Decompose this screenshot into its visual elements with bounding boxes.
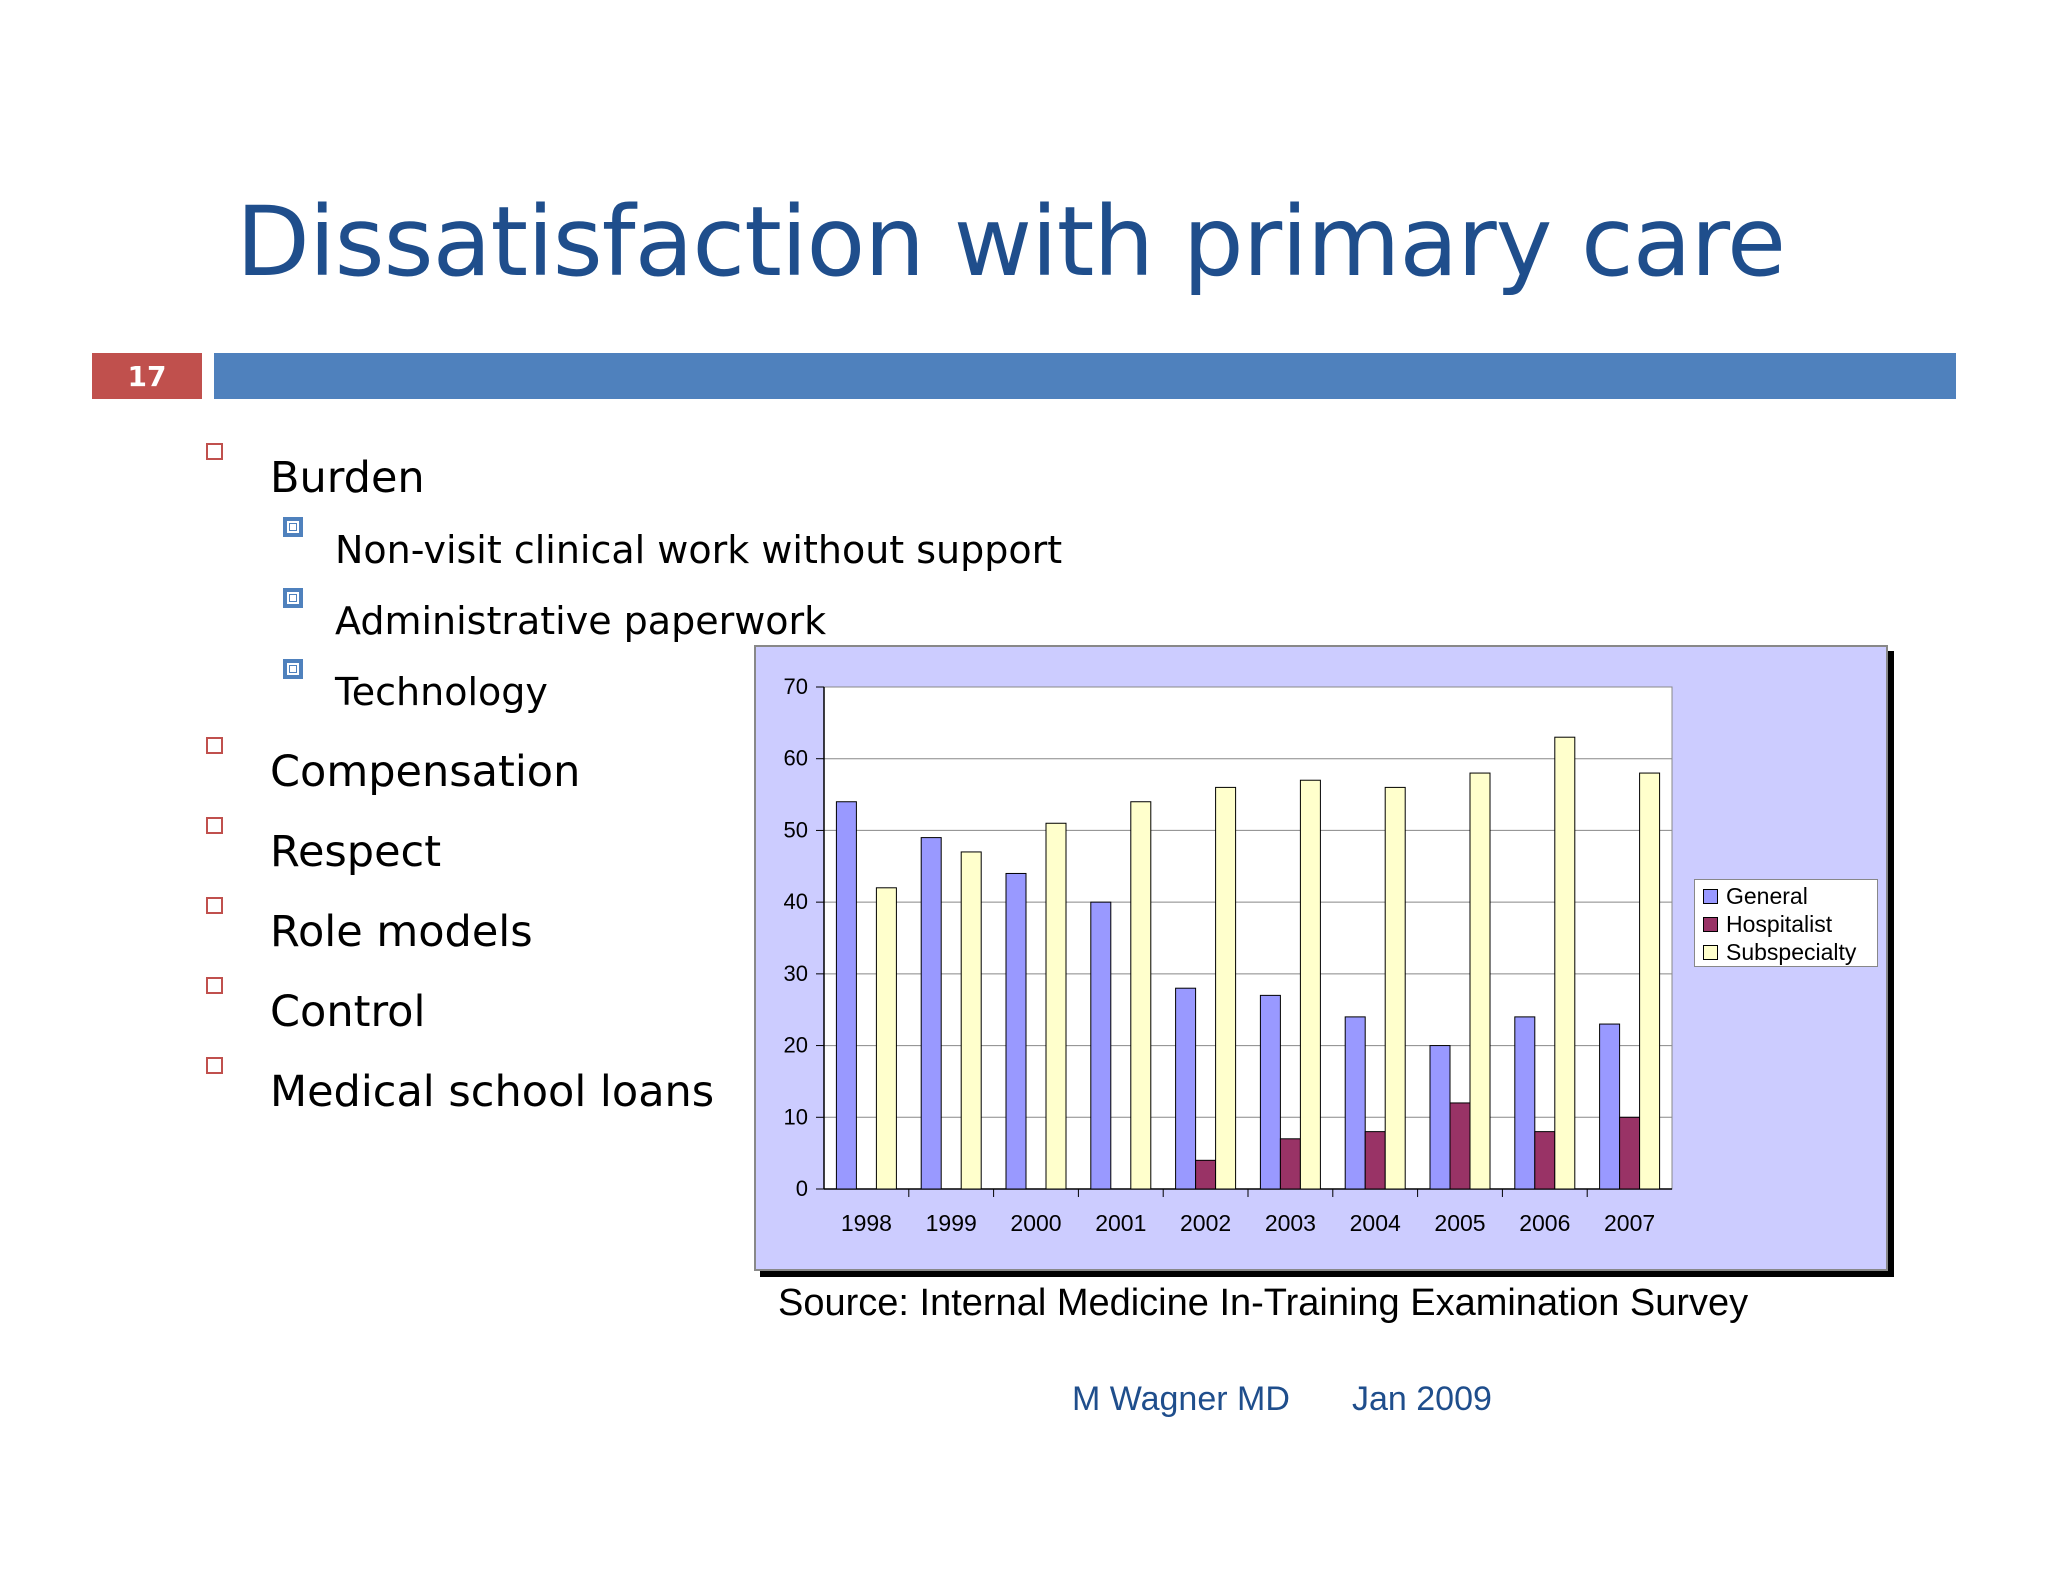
bar-subspecialty xyxy=(1554,736,1576,1190)
chart-legend: General Hospitalist Subspecialty xyxy=(1694,879,1878,967)
bar-hospitalist xyxy=(1279,1138,1301,1190)
x-tick-label: 2006 xyxy=(1519,1210,1570,1236)
hollow-square-bullet-icon xyxy=(206,977,223,994)
title-underline-bar xyxy=(214,353,1956,399)
x-tick-label: 2007 xyxy=(1604,1210,1655,1236)
y-tick-label: 10 xyxy=(784,1104,808,1129)
x-tick-label: 2001 xyxy=(1095,1210,1146,1236)
x-tick-label: 2002 xyxy=(1180,1210,1231,1236)
bar-hospitalist xyxy=(1195,1159,1217,1190)
bar-hospitalist xyxy=(1619,1116,1641,1190)
bar-hospitalist xyxy=(1449,1102,1471,1190)
bullet-text: Medical school loans xyxy=(270,1067,715,1117)
hollow-square-bullet-icon xyxy=(206,737,223,754)
legend-swatch xyxy=(1703,916,1718,932)
x-tick-label: 1999 xyxy=(926,1210,977,1236)
bar-subspecialty xyxy=(1299,779,1321,1190)
bar-subspecialty xyxy=(1639,772,1661,1190)
legend-item-hospitalist: Hospitalist xyxy=(1703,910,1832,938)
y-tick-label: 40 xyxy=(784,889,808,914)
sub-bullet-text: Administrative paperwork xyxy=(335,599,827,643)
y-tick-label: 20 xyxy=(784,1033,808,1058)
hollow-square-bullet-icon xyxy=(206,1057,223,1074)
source-caption: Source: Internal Medicine In-Training Ex… xyxy=(778,1282,1749,1324)
x-tick-label: 2003 xyxy=(1265,1210,1316,1236)
legend-item-general: General xyxy=(1703,882,1808,910)
bar-general xyxy=(1175,987,1197,1190)
bullet-text: Respect xyxy=(270,827,442,877)
y-tick-label: 50 xyxy=(784,817,808,842)
sub-bullet-text: Technology xyxy=(335,670,548,714)
bar-general xyxy=(1514,1016,1536,1190)
bar-general xyxy=(1599,1023,1621,1190)
bar-subspecialty xyxy=(1130,801,1152,1190)
legend-swatch xyxy=(1703,944,1718,960)
bullet-text: Burden xyxy=(270,453,425,503)
sub-bullet-text: Non-visit clinical work without support xyxy=(335,528,1063,572)
plot-area xyxy=(823,686,1673,1190)
legend-item-subspecialty: Subspecialty xyxy=(1703,938,1856,966)
bar-subspecialty xyxy=(1215,786,1237,1190)
y-tick-label: 0 xyxy=(796,1176,808,1201)
x-tick-label: 2005 xyxy=(1434,1210,1485,1236)
hollow-square-bullet-icon xyxy=(206,897,223,914)
legend-swatch xyxy=(1703,888,1718,904)
bar-subspecialty xyxy=(875,887,897,1190)
legend-label: Hospitalist xyxy=(1726,910,1833,937)
framed-square-bullet-icon xyxy=(283,588,303,608)
hollow-square-bullet-icon xyxy=(206,817,223,834)
bar-general xyxy=(1005,872,1027,1190)
bullet-text: Control xyxy=(270,987,426,1037)
footer-date: Jan 2009 xyxy=(1352,1380,1492,1418)
framed-square-bullet-icon xyxy=(283,659,303,679)
y-tick-label: 70 xyxy=(784,674,808,699)
bar-subspecialty xyxy=(1045,822,1067,1190)
bullet-text: Role models xyxy=(270,907,533,957)
slide-number: 17 xyxy=(92,353,202,399)
bar-general xyxy=(920,837,942,1190)
bar-chart-panel: 0 10 20 30 40 50 60 70 1998 1999 2000 2001 2002 2003 2… xyxy=(754,645,1888,1271)
y-tick-label: 60 xyxy=(784,746,808,771)
bar-hospitalist xyxy=(1364,1131,1386,1190)
bar-general xyxy=(1090,901,1112,1190)
bar-hospitalist xyxy=(1534,1131,1556,1190)
bar-general xyxy=(835,801,857,1190)
x-tick-label: 1998 xyxy=(841,1210,892,1236)
hollow-square-bullet-icon xyxy=(206,443,223,460)
bar-subspecialty xyxy=(1384,786,1406,1190)
y-tick-label: 30 xyxy=(784,961,808,986)
bar-general xyxy=(1344,1016,1366,1190)
bar-chart: 0 10 20 30 40 50 60 70 1998 1999 2000 2001 2002 2003 2… xyxy=(784,674,1673,1236)
footer-author: M Wagner MD xyxy=(1072,1380,1290,1418)
slide-title: Dissatisfaction with primary care xyxy=(236,186,1786,298)
bar-subspecialty xyxy=(960,851,982,1190)
legend-label: Subspecialty xyxy=(1726,938,1857,965)
bar-general xyxy=(1429,1045,1451,1190)
x-tick-label: 2004 xyxy=(1350,1210,1401,1236)
bar-general xyxy=(1259,994,1281,1190)
bar-subspecialty xyxy=(1469,772,1491,1190)
legend-label: General xyxy=(1726,882,1808,909)
framed-square-bullet-icon xyxy=(283,517,303,537)
bullet-text: Compensation xyxy=(270,747,581,797)
x-tick-label: 2000 xyxy=(1010,1210,1061,1236)
